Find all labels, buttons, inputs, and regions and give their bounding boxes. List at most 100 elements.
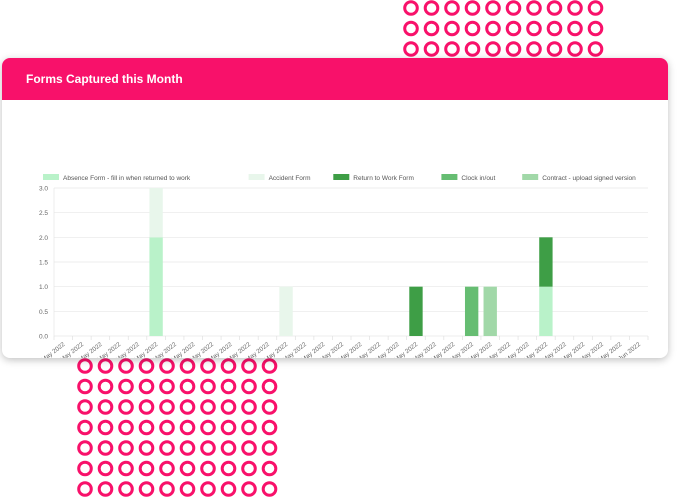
bottom-ring [241,419,257,436]
bottom-ring [220,358,237,374]
bottom-ring [220,419,237,436]
top-ring [546,0,563,16]
top-ring [526,20,542,37]
bar-segment [539,286,553,336]
bottom-ring [138,358,155,374]
bottom-ring [97,378,114,395]
bottom-ring [97,460,114,477]
bottom-ring [159,358,175,374]
legend-swatch [43,174,59,180]
ring-pattern-top [398,0,618,58]
bottom-ring [77,440,93,456]
bottom-ring [200,419,216,436]
top-ring [587,41,604,57]
legend-label: Absence Form - fill in when returned to … [63,175,191,182]
bottom-ring [159,378,175,395]
top-ring [587,0,604,16]
bottom-ring [138,378,155,395]
bottom-ring [220,460,237,477]
bottom-ring [200,440,216,456]
top-ring [464,41,481,57]
legend-label: Accident Form [269,175,311,182]
bottom-ring [118,399,134,415]
bottom-ring [220,399,237,415]
bottom-ring [241,358,257,374]
top-ring [444,41,460,57]
bottom-ring [179,358,196,374]
bottom-ring [97,481,114,497]
bottom-ring [200,460,216,477]
y-tick-label: 1.5 [39,260,48,267]
top-ring [526,0,542,16]
chart-legend: Absence Form - fill in when returned to … [43,174,636,182]
bottom-ring [77,481,93,497]
y-tick-label: 0.0 [39,334,48,341]
bottom-ring [241,399,257,415]
y-tick-label: 0.5 [39,309,48,316]
bottom-ring [179,440,196,456]
top-ring [485,20,501,37]
bottom-ring [77,399,93,415]
bottom-ring [77,378,93,395]
bottom-ring [241,378,257,395]
top-ring [485,41,501,57]
top-ring [403,0,419,16]
bottom-ring [77,358,93,374]
bottom-ring [118,440,134,456]
top-ring [444,20,460,37]
bottom-ring [97,399,114,415]
bottom-ring [220,440,237,456]
top-ring [505,41,522,57]
top-ring [505,20,522,37]
top-ring [464,20,481,37]
legend-swatch [441,174,458,180]
top-ring [444,0,460,16]
bar-segment [149,237,163,336]
bottom-ring [77,419,93,436]
legend-swatch [333,174,350,180]
bottom-ring [200,399,216,415]
top-ring [505,0,522,16]
card-title: Forms Captured this Month [26,72,183,86]
bottom-ring [118,460,134,477]
bar-segment [464,286,479,336]
bottom-ring [97,440,114,456]
bottom-ring [159,440,175,456]
bottom-ring [179,460,196,477]
top-ring [423,20,440,37]
top-ring [546,41,563,57]
bar-segment [483,286,497,336]
bottom-ring [179,419,196,436]
top-ring [485,0,501,16]
legend-label: Clock in/out [461,175,495,182]
bottom-ring [261,440,278,456]
legend-swatch [248,174,265,180]
y-tick-label: 2.0 [39,235,48,242]
bottom-ring [200,378,216,395]
bottom-ring [138,399,155,415]
bar-segment [279,286,293,336]
bottom-ring [220,378,237,395]
bottom-ring [138,481,155,497]
bar-segment [539,237,553,287]
bottom-ring [261,460,278,477]
bottom-ring [97,358,114,374]
bottom-ring [241,481,257,497]
x-tick-label: Sun 01 May 2022 [23,341,67,358]
bar-segment [409,286,423,336]
bottom-ring [261,378,278,395]
top-ring [403,41,419,57]
chart-area: Absence Form - fill in when returned to … [2,100,668,358]
ring-pattern-bottom [72,358,292,504]
forms-bar-chart: Absence Form - fill in when returned to … [23,174,649,358]
top-ring [526,41,542,57]
top-ring [587,20,604,37]
bottom-ring [261,419,278,436]
bottom-ring [179,378,196,395]
top-ring [546,20,563,37]
bottom-ring [261,481,278,497]
top-ring [567,41,583,57]
legend-swatch [522,174,539,180]
bottom-ring [220,481,237,497]
y-tick-label: 3.0 [39,186,48,193]
